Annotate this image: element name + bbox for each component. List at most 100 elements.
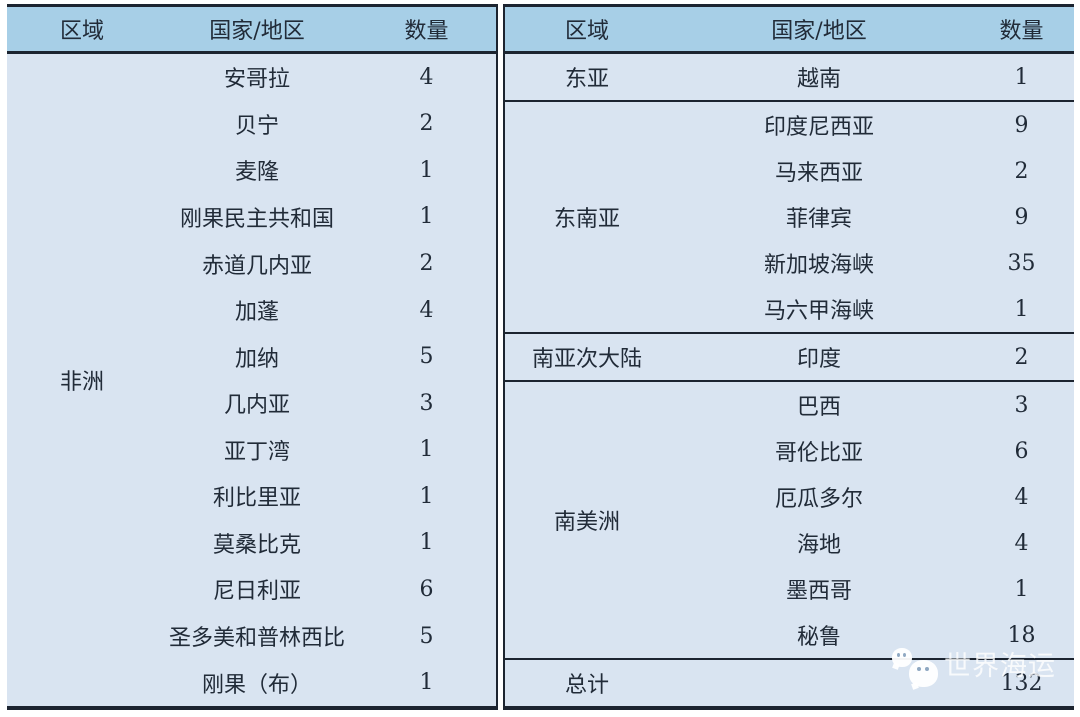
total-spacer xyxy=(669,659,969,708)
country-cell: 厄瓜多尔 xyxy=(774,487,863,512)
country-cell: 海地 xyxy=(796,533,841,558)
country-cell: 刚果（布） xyxy=(201,672,312,698)
count-cell: 2 xyxy=(1014,158,1029,184)
count-cell: 4 xyxy=(1014,484,1029,510)
asia-americas-table-panel: 区域 国家/地区 数量 东亚 越南 1 东南亚 印度尼西亚 9 xyxy=(503,4,1074,710)
table-row: 海地 4 xyxy=(504,520,1074,566)
country-cell: 秘鲁 xyxy=(669,612,969,660)
table-row: 菲律宾 9 xyxy=(504,194,1074,240)
country-cell: 尼日利亚 xyxy=(212,579,301,605)
africa-table-panel: 区域 国家/地区 数量 非洲 安哥拉 4 贝宁 2 麦隆 1 xyxy=(7,4,498,710)
country-cell: 马六甲海峡 xyxy=(669,286,969,334)
table-row: 东亚 越南 1 xyxy=(504,52,1074,102)
country-cell: 几内亚 xyxy=(223,393,290,419)
count-cell: 3 xyxy=(419,390,434,416)
count-cell: 4 xyxy=(419,297,434,323)
table-row: 东南亚 印度尼西亚 9 xyxy=(504,101,1074,334)
table-row: 加纳 5 xyxy=(7,333,497,380)
table-row: 亚丁湾 1 xyxy=(7,427,497,474)
table-row: 利比里亚 1 xyxy=(7,473,497,520)
count-column-header: 数量 xyxy=(969,5,1074,54)
table-row: 圣多美和普林西比 5 xyxy=(7,613,497,660)
table-row: 哥伦比亚 6 xyxy=(504,428,1074,474)
country-cell: 刚果民主共和国 xyxy=(179,206,334,232)
country-cell: 哥伦比亚 xyxy=(774,441,863,466)
country-column-header: 国家/地区 xyxy=(157,5,357,54)
count-cell: 1 xyxy=(419,670,434,696)
table-row: 南亚次大陆 印度 2 xyxy=(504,333,1074,382)
count-column-header: 数量 xyxy=(357,5,497,54)
country-cell: 巴西 xyxy=(796,395,841,420)
country-cell: 圣多美和普林西比 xyxy=(168,626,345,652)
table-header-row: 区域 国家/地区 数量 xyxy=(504,5,1074,54)
country-cell: 马来西亚 xyxy=(774,161,863,186)
country-cell: 麦隆 xyxy=(234,160,279,186)
count-cell: 1 xyxy=(419,483,434,509)
count-cell: 6 xyxy=(419,576,434,602)
total-row: 总计 132 xyxy=(504,659,1074,708)
count-cell: 2 xyxy=(419,251,434,277)
country-cell: 贝宁 xyxy=(234,113,279,139)
count-cell: 1 xyxy=(419,204,434,230)
table-row: 马来西亚 2 xyxy=(504,148,1074,194)
table-row: 刚果（布） 1 xyxy=(7,659,497,708)
total-label: 总计 xyxy=(564,673,609,698)
count-cell: 5 xyxy=(419,344,434,370)
country-cell: 印度尼西亚 xyxy=(763,115,874,140)
table-row: 马六甲海峡 1 xyxy=(504,286,1074,334)
count-cell: 3 xyxy=(1014,392,1029,418)
country-cell: 菲律宾 xyxy=(785,207,852,232)
table-row: 非洲 安哥拉 4 xyxy=(7,53,497,395)
count-cell: 1 xyxy=(419,157,434,183)
region-cell: 南亚次大陆 xyxy=(504,333,669,382)
table-header-row: 区域 国家/地区 数量 xyxy=(7,5,497,54)
count-cell: 4 xyxy=(419,64,434,90)
table-row: 麦隆 1 xyxy=(7,147,497,194)
country-cell: 印度 xyxy=(669,333,969,382)
country-cell: 亚丁湾 xyxy=(223,439,290,465)
count-cell: 9 xyxy=(1014,112,1029,138)
country-cell: 赤道几内亚 xyxy=(201,253,312,279)
country-cell: 加纳 xyxy=(234,346,279,372)
region-column-header: 区域 xyxy=(504,5,669,54)
asia-americas-table: 区域 国家/地区 数量 东亚 越南 1 东南亚 印度尼西亚 9 xyxy=(503,4,1074,710)
country-cell: 安哥拉 xyxy=(223,67,290,93)
count-cell: 5 xyxy=(419,623,434,649)
count-cell: 6 xyxy=(1014,438,1029,464)
region-cell: 非洲 xyxy=(59,370,104,395)
country-cell: 越南 xyxy=(669,52,969,102)
count-cell: 1 xyxy=(419,437,434,463)
table-row: 贝宁 2 xyxy=(7,101,497,148)
count-cell: 4 xyxy=(1014,530,1029,556)
count-cell: 2 xyxy=(419,111,434,137)
count-cell: 1 xyxy=(969,52,1074,102)
africa-table: 区域 国家/地区 数量 非洲 安哥拉 4 贝宁 2 麦隆 1 xyxy=(7,4,498,710)
table-row: 墨西哥 1 xyxy=(504,566,1074,612)
table-row: 刚果民主共和国 1 xyxy=(7,194,497,241)
table-row: 赤道几内亚 2 xyxy=(7,240,497,287)
count-cell: 35 xyxy=(1007,250,1036,276)
table-row: 秘鲁 18 xyxy=(504,612,1074,660)
region-cell: 东亚 xyxy=(504,52,669,102)
country-column-header: 国家/地区 xyxy=(669,5,969,54)
count-cell: 1 xyxy=(419,530,434,556)
country-cell: 莫桑比克 xyxy=(212,532,301,558)
country-cell: 利比里亚 xyxy=(212,486,301,512)
country-cell: 加蓬 xyxy=(234,300,279,326)
table-row: 厄瓜多尔 4 xyxy=(504,474,1074,520)
region-cell: 南美洲 xyxy=(504,381,669,660)
country-cell: 墨西哥 xyxy=(785,579,852,604)
table-row: 莫桑比克 1 xyxy=(7,520,497,567)
country-cell: 新加坡海峡 xyxy=(763,253,874,278)
count-cell: 9 xyxy=(1014,204,1029,230)
count-cell: 18 xyxy=(969,612,1074,660)
table-row: 几内亚 3 xyxy=(7,380,497,427)
region-column-header: 区域 xyxy=(7,5,157,54)
table-row: 尼日利亚 6 xyxy=(7,566,497,613)
region-cell: 东南亚 xyxy=(504,101,669,334)
count-cell: 1 xyxy=(1014,576,1029,602)
count-cell: 1 xyxy=(969,286,1074,334)
table-row: 加蓬 4 xyxy=(7,287,497,334)
total-value: 132 xyxy=(1000,670,1043,696)
